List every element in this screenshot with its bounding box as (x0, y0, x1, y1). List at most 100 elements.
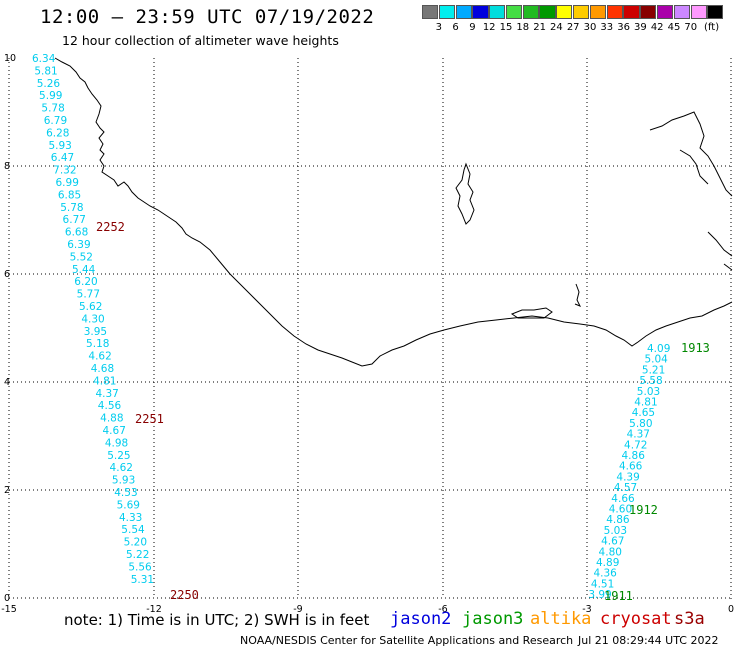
swh-value-label: 5.31 (131, 574, 154, 586)
colorbar-label: 9 (469, 22, 476, 33)
credit-line: NOAA/NESDIS Center for Satellite Applica… (240, 634, 574, 647)
y-tick-label: 6 (4, 269, 10, 280)
swh-value-label: 6.20 (74, 276, 97, 288)
colorbar-swatch (489, 5, 506, 19)
colorbar-label: 18 (516, 22, 530, 33)
swh-value-label: 4.86 (622, 450, 646, 462)
colorbar-label: 42 (650, 22, 664, 33)
swh-value-label: 4.51 (591, 578, 614, 590)
x-tick-label: -6 (438, 604, 447, 615)
colorbar-label: 36 (617, 22, 630, 33)
swh-value-label: 5.26 (37, 78, 61, 90)
colorbar-label: 21 (533, 22, 546, 33)
colorbar-label: 12 (482, 22, 496, 33)
x-tick-label: -12 (146, 604, 162, 615)
colorbar-label: 3 (435, 22, 442, 33)
x-tick-label: -9 (293, 604, 302, 615)
swh-value-label: 4.86 (606, 514, 630, 526)
colorbar-swatch (556, 5, 573, 19)
swh-value-label: 4.39 (616, 471, 639, 483)
swh-value-label: 6.47 (51, 152, 74, 164)
colorbar-swatch (539, 5, 556, 19)
inland-lake (455, 162, 475, 225)
colorbar-swatch (422, 5, 439, 19)
legend-note: note: 1) Time is in UTC; 2) SWH is in fe… (64, 611, 370, 629)
swh-value-label: 6.99 (56, 177, 79, 189)
swh-value-label: 4.66 (611, 493, 635, 505)
legend-s3a: s3a (674, 609, 705, 629)
swh-value-label: 5.80 (629, 418, 652, 430)
colorbar-swatch (455, 5, 472, 19)
swh-value-label: 4.98 (105, 437, 128, 449)
swh-value-label: 6.77 (63, 214, 86, 226)
colorbar-label: 45 (667, 22, 681, 33)
swh-value-label: 4.66 (619, 461, 643, 473)
x-tick-label: -15 (1, 604, 17, 615)
swh-value-label: 4.81 (93, 375, 116, 387)
swh-value-label: 5.21 (642, 364, 665, 376)
swh-value-label: 4.72 (624, 439, 647, 451)
map-subtitle: 12 hour collection of altimeter wave hei… (62, 33, 339, 48)
swh-value-label: 5.93 (112, 475, 135, 487)
axis-tick-labels: -15 -12 -9 -6 -3 0 0 2 4 6 8 10 (1, 53, 734, 615)
pass-time-label: 1912 (629, 503, 658, 517)
pass-time-label: 1911 (604, 589, 633, 603)
swh-value-label: 6.39 (67, 239, 90, 251)
colorbar-swatch (505, 5, 523, 19)
coastline-main (54, 57, 733, 367)
swh-value-label: 5.03 (637, 386, 660, 398)
swh-value-label: 4.67 (103, 425, 126, 437)
colorbar-swatch (690, 5, 707, 19)
swh-value-label: 5.99 (39, 90, 62, 102)
colorbar-swatch (707, 5, 724, 19)
y-tick-label: 4 (4, 377, 10, 388)
colorbar-swatch (472, 5, 489, 19)
colorbar-swatch (438, 5, 455, 19)
legend-jason3: jason3 (462, 609, 524, 629)
swh-value-label: 4.89 (596, 557, 619, 569)
swh-value-label: 4.30 (81, 313, 104, 325)
swh-value-label: 5.78 (41, 103, 64, 115)
colorbar-label: 70 (684, 22, 698, 33)
swh-value-label: 4.62 (110, 462, 133, 474)
swh-value-label: 5.62 (79, 301, 102, 313)
colorbar-swatch (656, 5, 674, 19)
legend-cryosat: cryosat (600, 609, 672, 629)
swh-value-label: 4.60 (609, 504, 632, 516)
swh-value-label: 5.81 (34, 65, 57, 77)
colorbar-swatch (623, 5, 640, 19)
swh-value-label: 4.67 (601, 536, 624, 548)
swh-value-label: 4.68 (91, 363, 114, 375)
swh-value-label: 4.81 (634, 397, 657, 409)
swh-value-label: 6.85 (58, 189, 81, 201)
swh-value-label: 4.33 (119, 512, 142, 524)
swh-value-label: 5.20 (124, 537, 147, 549)
inland-shoreline (679, 149, 709, 185)
inland-shoreline (649, 111, 733, 197)
legend-altika: altika (530, 609, 592, 629)
swh-value-label: 5.77 (77, 289, 100, 301)
swh-value-label: 4.80 (599, 546, 622, 558)
swh-value-label: 3.99 (588, 589, 611, 601)
swh-value-label: 7.32 (53, 165, 76, 177)
colorbar-swatch (606, 5, 623, 19)
swh-value-label: 5.04 (644, 354, 668, 366)
swh-value-label: 6.68 (65, 227, 88, 239)
y-tick-label: 0 (4, 593, 10, 604)
swh-value-label: 3.95 (84, 326, 107, 338)
coastline (54, 57, 733, 367)
inland-shoreline (723, 263, 733, 271)
swh-value-label: 5.03 (604, 525, 627, 537)
swh-value-label: 4.56 (98, 400, 122, 412)
colorbar-label: 6 (452, 22, 459, 33)
swh-value-label: 4.37 (627, 429, 650, 441)
colorbar-label: 24 (550, 22, 563, 33)
colorbar-labels: 3 6 9 12 15 18 21 24 27 30 33 36 39 42 45 70 (ft) (422, 22, 740, 34)
swh-value-label: 4.36 (593, 568, 617, 580)
coastline-islet (510, 307, 553, 319)
colorbar-swatch (673, 5, 690, 19)
swh-value-label: 5.93 (48, 140, 71, 152)
pass-time-label: 1913 (681, 341, 710, 355)
pass-time-label: 2252 (96, 220, 125, 234)
colorbar-label: 27 (566, 22, 580, 33)
